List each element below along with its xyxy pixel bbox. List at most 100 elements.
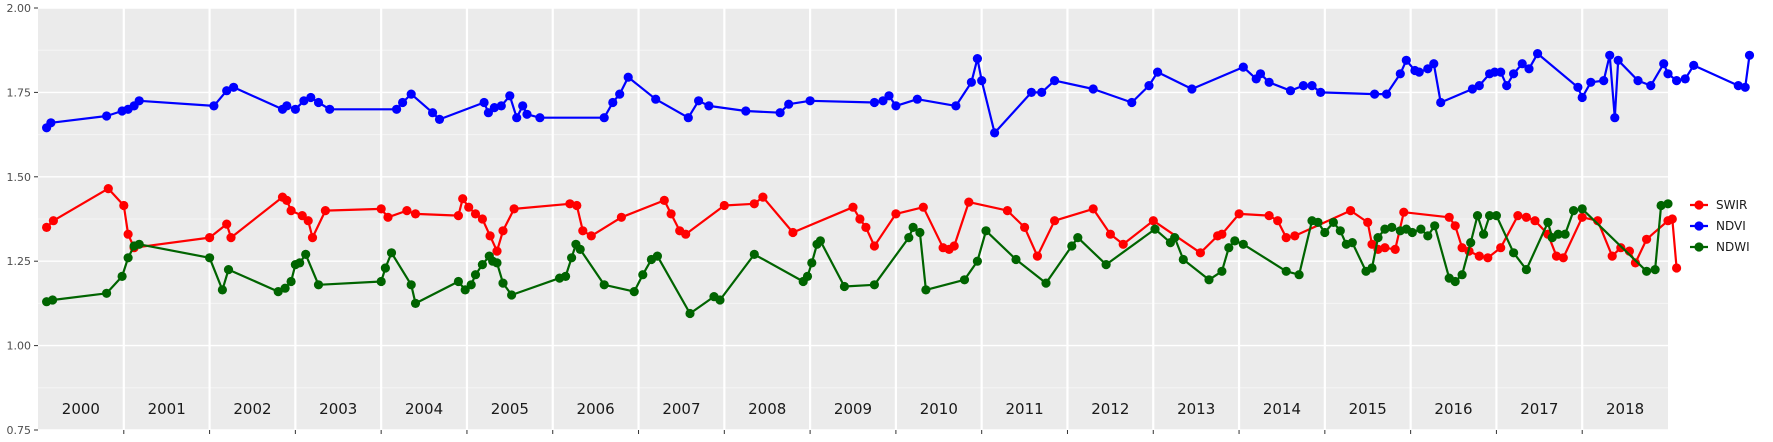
data-point <box>1599 76 1609 86</box>
data-point <box>683 113 693 123</box>
data-point <box>715 295 725 305</box>
data-point <box>869 280 880 290</box>
data-point <box>1607 251 1617 261</box>
data-point <box>578 226 588 236</box>
data-point <box>848 202 858 212</box>
data-point <box>1423 231 1433 241</box>
data-point <box>1479 229 1489 239</box>
data-point <box>1663 199 1673 209</box>
data-point <box>1650 265 1660 275</box>
data-point <box>483 108 493 118</box>
data-point <box>1530 216 1540 226</box>
data-point <box>623 72 633 82</box>
data-point <box>1586 77 1596 87</box>
data-point <box>1290 231 1300 241</box>
data-point <box>1423 64 1433 74</box>
data-point <box>666 209 676 219</box>
data-point <box>1633 76 1643 86</box>
data-point <box>652 251 663 261</box>
data-point <box>376 204 386 214</box>
data-point <box>313 280 324 290</box>
data-point <box>758 192 768 202</box>
data-point <box>223 265 234 275</box>
data-point <box>1496 243 1506 253</box>
y-axis: 0.75 1.00 1.25 1.50 1.75 2.00 <box>7 2 38 437</box>
data-point <box>1558 253 1568 263</box>
y-tick-label: 2.00 <box>7 2 32 15</box>
data-point <box>498 226 508 236</box>
year-label: 2008 <box>748 400 786 418</box>
year-label: 2005 <box>491 400 529 418</box>
data-point <box>1320 227 1330 238</box>
data-point <box>1399 207 1409 217</box>
data-point <box>561 271 571 281</box>
data-point <box>1577 204 1587 214</box>
data-point <box>1346 206 1356 216</box>
data-point <box>1313 217 1323 227</box>
data-point <box>453 276 463 287</box>
data-point <box>918 202 928 212</box>
data-point <box>629 287 639 297</box>
data-point <box>1569 206 1579 216</box>
data-point <box>509 204 519 214</box>
data-point <box>1316 87 1326 97</box>
data-point <box>1217 229 1227 239</box>
data-point <box>802 271 813 281</box>
data-point <box>915 227 925 238</box>
data-point <box>1457 270 1467 280</box>
year-label: 2012 <box>1091 400 1129 418</box>
data-point <box>964 197 974 207</box>
data-point <box>1407 227 1417 238</box>
data-point <box>1148 216 1158 226</box>
data-point <box>273 287 283 297</box>
data-point <box>1401 55 1411 65</box>
data-point <box>981 226 991 236</box>
data-point <box>1472 211 1483 221</box>
data-point <box>599 280 609 290</box>
data-point <box>1680 74 1690 84</box>
data-point <box>912 94 922 104</box>
data-point <box>1543 217 1553 227</box>
data-point <box>1395 69 1405 79</box>
data-point <box>1204 275 1214 285</box>
data-point <box>616 212 627 222</box>
year-label: 2002 <box>233 400 271 418</box>
data-point <box>1088 84 1098 94</box>
data-point <box>1217 266 1227 276</box>
year-label: 2014 <box>1263 400 1301 418</box>
data-point <box>1347 238 1357 248</box>
data-point <box>205 233 215 243</box>
legend-key-point <box>1694 221 1704 231</box>
data-point <box>402 206 412 216</box>
data-point <box>1002 206 1013 216</box>
data-point <box>392 104 402 114</box>
year-label: 2007 <box>662 400 700 418</box>
data-point <box>1491 211 1501 221</box>
data-point <box>1230 236 1240 246</box>
data-point <box>891 209 901 219</box>
legend-label: NDVI <box>1716 219 1746 233</box>
y-tick-label: 0.75 <box>7 424 32 437</box>
data-point <box>1037 87 1047 97</box>
data-point <box>741 106 751 116</box>
year-label: 2003 <box>319 400 357 418</box>
data-point <box>775 108 785 118</box>
data-point <box>951 101 961 111</box>
data-point <box>492 246 502 256</box>
data-point <box>1667 214 1677 224</box>
series-layer <box>42 49 1755 319</box>
data-point <box>1041 278 1051 288</box>
data-point <box>1238 62 1248 72</box>
data-point <box>103 184 113 194</box>
data-point <box>134 96 144 106</box>
data-point <box>505 91 515 101</box>
data-point <box>453 211 463 221</box>
data-point <box>1380 243 1390 253</box>
data-point <box>522 109 532 119</box>
data-point <box>428 108 438 118</box>
data-point <box>477 214 487 224</box>
data-point <box>904 233 914 243</box>
data-point <box>1610 113 1620 123</box>
data-point <box>307 233 318 243</box>
data-point <box>1298 81 1308 91</box>
